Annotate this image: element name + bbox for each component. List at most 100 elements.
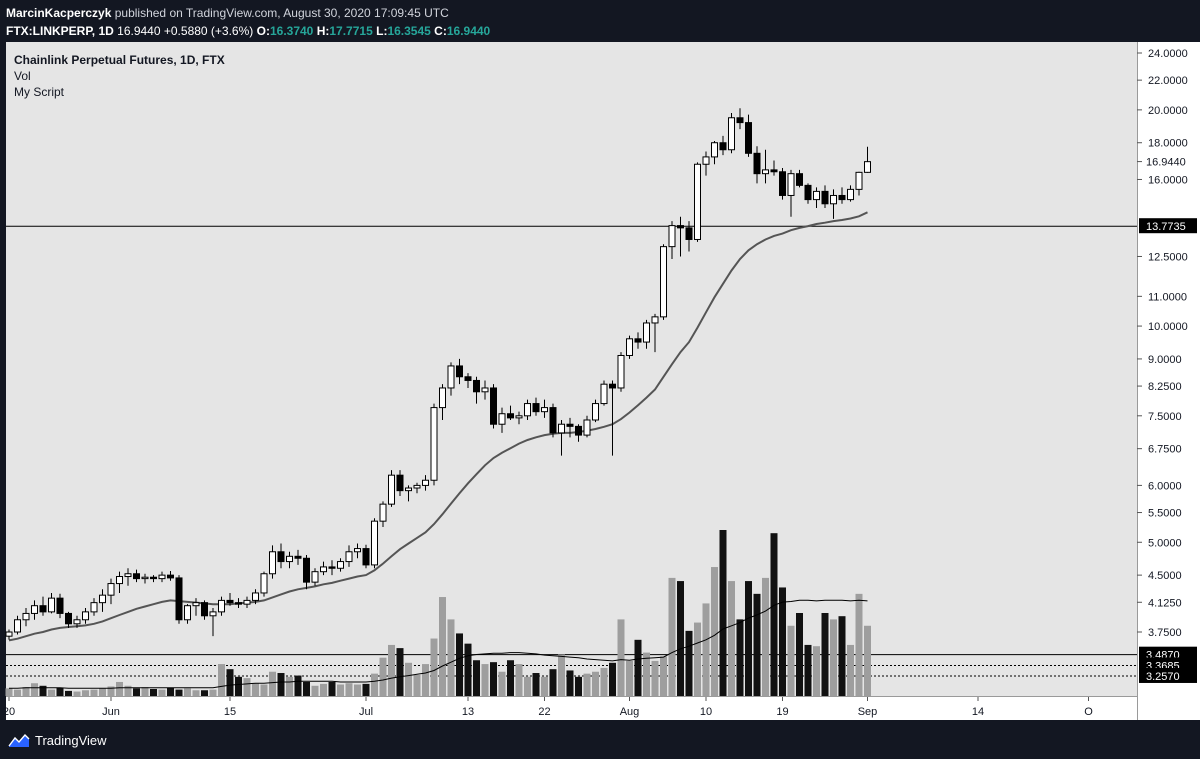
candle-body	[371, 520, 378, 566]
candle-body	[609, 383, 616, 389]
candle-body	[481, 387, 489, 393]
publish-header: MarcinKacperczyk published on TradingVie…	[0, 0, 1200, 42]
candle-body	[192, 602, 200, 607]
volume-bar	[473, 660, 480, 696]
price-axis[interactable]	[1137, 42, 1200, 720]
volume-bar	[643, 652, 650, 696]
volume-bar	[541, 676, 548, 696]
legend-script: My Script	[14, 85, 65, 99]
volume-bar	[779, 587, 786, 696]
low-value: 16.3545	[387, 24, 431, 38]
volume-bar	[651, 660, 659, 696]
candle-body	[804, 184, 812, 201]
candle-body	[464, 376, 472, 381]
candle-body	[558, 423, 565, 434]
volume-bar	[566, 670, 574, 696]
volume-bar	[456, 633, 463, 696]
volume-bar	[371, 673, 378, 696]
candle-body	[515, 415, 523, 419]
open-value: 16.3740	[269, 24, 314, 38]
candle-body	[864, 161, 871, 173]
price-label-badge	[1139, 218, 1197, 234]
time-tick-label: Jun	[102, 706, 120, 718]
time-tick-label: Jul	[359, 706, 373, 718]
candle-body	[447, 365, 455, 389]
volume-bar	[736, 619, 744, 696]
volume-bar	[337, 684, 344, 696]
high-value: 17.7715	[329, 24, 373, 38]
price-tick-label: 5.5000	[1148, 508, 1182, 520]
volume-bar	[133, 688, 140, 696]
volume-bar	[388, 644, 395, 696]
volume-bar	[269, 671, 276, 696]
volume-bar	[813, 646, 820, 696]
candle-body	[201, 602, 208, 617]
candle-body	[311, 571, 319, 583]
low-label: L:	[376, 24, 388, 38]
candle-body	[787, 173, 795, 196]
candle-body	[439, 387, 446, 409]
footer-bar	[0, 720, 1200, 759]
time-tick-label: 20	[3, 706, 15, 718]
volume-bar	[158, 689, 166, 696]
volume-bar	[141, 687, 149, 696]
volume-bar	[490, 662, 497, 696]
volume-bar	[116, 681, 123, 696]
volume-bar	[762, 577, 769, 696]
candle-body	[456, 365, 463, 378]
price-tick-label: 12.5000	[1148, 251, 1188, 263]
price-label-text: 3.2570	[1146, 671, 1180, 683]
candle-body	[762, 169, 769, 175]
volume-bar	[507, 660, 514, 696]
candle-body	[413, 484, 421, 489]
price-tick-label: 9.0000	[1148, 354, 1182, 366]
tradingview-logo[interactable]: TradingView	[8, 733, 107, 748]
volume-bar	[583, 673, 591, 696]
chart-pane[interactable]	[6, 42, 1137, 720]
volume-bar	[439, 597, 446, 696]
volume-bar	[821, 613, 829, 696]
volume-bar	[303, 681, 310, 696]
candlestick-chart[interactable]: 24.0000 22.0000 20.0000 18.0000 16.0000 12.50…	[0, 0, 1200, 720]
volume-bar	[600, 667, 608, 696]
price-tick-label: 24.0000	[1148, 48, 1188, 60]
candle-body	[235, 602, 242, 605]
volume-bar	[660, 656, 667, 696]
volume-bar	[14, 689, 21, 696]
candle-body	[150, 576, 157, 580]
time-tick-label: 19	[776, 706, 788, 718]
candle-body	[711, 142, 718, 158]
time-axis[interactable]	[6, 696, 1137, 721]
volume-bar	[464, 643, 472, 696]
volume-bar	[31, 683, 38, 696]
candle-body	[524, 403, 531, 417]
candle-body	[184, 605, 191, 621]
volume-bar	[167, 687, 174, 696]
candle-body	[796, 173, 803, 186]
candle-body	[362, 548, 370, 566]
candle-body	[90, 602, 98, 613]
candle-body	[14, 619, 21, 633]
candle-body	[728, 117, 735, 151]
candle-body	[337, 561, 344, 569]
volume-bar	[277, 673, 285, 696]
author-name[interactable]: MarcinKacperczyk	[6, 6, 112, 20]
volume-bar	[379, 657, 387, 696]
candle-body	[430, 407, 438, 481]
volume-bar	[617, 619, 625, 696]
volume-bar	[107, 686, 115, 696]
last-price: 16.9440	[117, 24, 161, 38]
volume-bar	[787, 625, 795, 696]
candle-body	[107, 583, 115, 596]
time-tick-label: O	[1084, 706, 1093, 718]
candle-body	[736, 117, 744, 124]
volume-bar	[770, 533, 778, 696]
candle-body	[124, 573, 132, 578]
candle-body	[141, 576, 149, 580]
volume-bar	[56, 687, 64, 696]
candle-body	[243, 599, 251, 605]
candle-body	[56, 597, 64, 614]
volume-bar	[82, 690, 89, 696]
volume-bar	[702, 603, 710, 696]
price-change: +0.5880 (+3.6%)	[163, 24, 254, 38]
